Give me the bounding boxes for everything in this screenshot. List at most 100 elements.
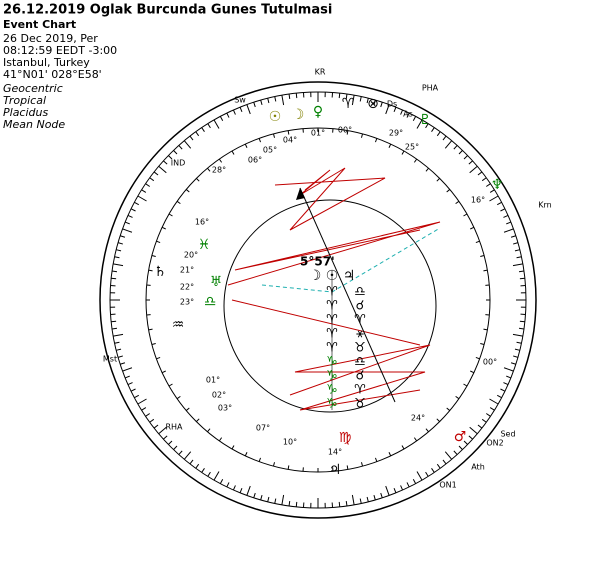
degree-label: 28° xyxy=(212,166,226,175)
ring-tick xyxy=(519,320,525,323)
ring-tick xyxy=(442,459,447,465)
outer-ring-inner xyxy=(109,91,527,509)
ring-tick xyxy=(239,106,243,112)
ring-tick xyxy=(373,99,376,106)
degree-label: 16° xyxy=(195,218,209,227)
house-tick xyxy=(346,465,349,470)
aspect-glyph: ♈ xyxy=(326,285,338,300)
ring-tick xyxy=(453,145,458,150)
point-label: Ds xyxy=(387,100,397,109)
ring-tick xyxy=(120,362,126,365)
ring-tick xyxy=(207,471,211,477)
ring-tick xyxy=(486,183,491,187)
house-tick xyxy=(436,178,440,182)
ring-tick xyxy=(267,98,270,104)
ring-tick xyxy=(463,155,468,160)
aspect-glyph: ♎ xyxy=(354,355,366,370)
ring-tick xyxy=(393,106,397,112)
ring-tick xyxy=(514,249,520,252)
ring-tick xyxy=(168,155,173,160)
aspect-glyph: ☌ xyxy=(356,299,365,314)
ring-tick xyxy=(516,341,522,344)
chart-detail: 26 Dec 2019, Per xyxy=(3,32,98,45)
ring-tick xyxy=(519,277,525,280)
degree-label: 02° xyxy=(212,391,226,400)
house-tick xyxy=(401,445,405,450)
aspect-glyph: ♈ xyxy=(326,299,338,314)
ring-tick xyxy=(201,468,205,473)
subtitle: Event Chart xyxy=(3,18,76,31)
ring-tick xyxy=(114,256,120,259)
ring-tick xyxy=(351,95,355,106)
house-tick xyxy=(463,213,468,217)
ring-tick xyxy=(295,501,298,507)
ring-tick xyxy=(469,426,478,435)
planet-glyph: ♃ xyxy=(329,462,342,478)
title: 26.12.2019 Oglak Burcunda Gunes Tutulmas… xyxy=(3,3,332,18)
ring-tick xyxy=(489,398,499,405)
ring-tick xyxy=(111,320,117,323)
aspect-glyph: ⚹ xyxy=(356,327,364,342)
point-label: IND xyxy=(171,159,186,168)
ring-tick xyxy=(512,242,519,245)
ring-tick xyxy=(510,235,516,238)
house-tick xyxy=(231,445,235,450)
house-tick xyxy=(151,342,156,345)
ring-tick xyxy=(117,242,124,245)
degree-label: 23° xyxy=(180,298,194,307)
house-tick xyxy=(475,356,480,360)
ring-tick xyxy=(500,388,506,392)
planet-glyph: ♓ xyxy=(198,237,211,253)
house-tick xyxy=(231,150,235,155)
ring-tick xyxy=(345,93,348,100)
ring-tick xyxy=(514,348,520,351)
ring-tick xyxy=(458,150,463,155)
ring-tick xyxy=(274,96,277,102)
house-tick xyxy=(374,457,378,462)
house-tick xyxy=(360,133,363,138)
aspect-glyph: ♃ xyxy=(343,268,356,284)
chart-detail: 08:12:59 EEDT -3:00 xyxy=(3,44,117,57)
degree-label: 10° xyxy=(283,438,297,447)
ring-tick xyxy=(503,214,509,218)
ring-tick xyxy=(134,201,139,206)
ring-tick xyxy=(116,249,122,252)
ring-tick xyxy=(130,208,136,212)
ring-tick xyxy=(518,327,525,330)
ring-tick xyxy=(183,451,192,460)
ring-tick xyxy=(281,95,285,106)
house-tick xyxy=(196,178,200,182)
house-tick xyxy=(185,189,190,193)
house-tick xyxy=(413,158,418,163)
ring-tick xyxy=(425,471,429,477)
house-tick xyxy=(185,407,190,411)
house-tick xyxy=(287,130,290,135)
house-tick xyxy=(168,213,173,217)
house-tick xyxy=(176,395,181,400)
ring-tick xyxy=(400,485,404,491)
ring-tick xyxy=(458,445,463,450)
house-tick xyxy=(273,133,276,138)
aspect-glyph: ♑ xyxy=(326,355,338,370)
house-tick xyxy=(446,407,451,411)
house-tick xyxy=(176,200,181,205)
ring-tick xyxy=(380,492,383,498)
point-label: PHA xyxy=(422,84,439,93)
ring-tick xyxy=(195,463,200,469)
house-tick xyxy=(401,150,405,155)
ring-tick xyxy=(477,424,483,429)
ring-tick xyxy=(122,228,133,233)
ring-tick xyxy=(113,333,124,337)
ring-tick xyxy=(366,496,369,502)
point-label: ON2 xyxy=(486,439,503,448)
aspect-glyph: ♈ xyxy=(326,341,338,356)
house-tick xyxy=(258,138,262,143)
ring-tick xyxy=(345,500,348,507)
ring-tick xyxy=(281,494,285,505)
ring-tick xyxy=(412,116,417,121)
ring-tick xyxy=(124,375,130,379)
ring-tick xyxy=(153,171,159,176)
house-tick xyxy=(360,462,363,467)
ring-tick xyxy=(295,93,298,99)
ring-tick xyxy=(122,367,133,372)
